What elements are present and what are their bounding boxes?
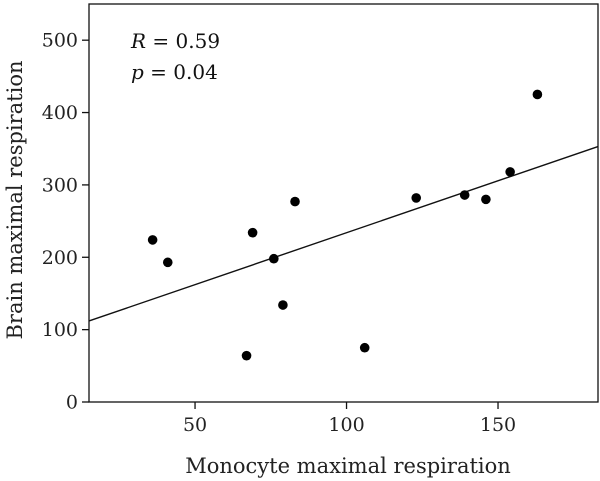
data-point	[411, 193, 421, 203]
data-point	[163, 258, 173, 268]
regression-line	[89, 147, 598, 321]
data-point	[248, 228, 258, 238]
x-axis-ticks: 50 100 150	[183, 402, 516, 436]
y-tick-label: 100	[42, 319, 78, 341]
data-points	[148, 90, 542, 361]
y-tick-label: 300	[42, 174, 78, 196]
data-point	[481, 195, 491, 205]
y-tick-label: 400	[42, 102, 78, 124]
annotation-r: R = 0.59	[130, 29, 220, 53]
data-point	[290, 197, 300, 207]
data-point	[533, 90, 543, 100]
data-point	[505, 167, 515, 177]
scatter-chart: 0 100 200 300 400 500 50 100 150 R = 0.59 p = 0…	[0, 0, 600, 481]
data-point	[460, 190, 470, 200]
y-axis-ticks: 0 100 200 300 400 500	[42, 30, 89, 414]
data-point	[148, 235, 158, 245]
data-point	[360, 343, 370, 353]
data-point	[242, 351, 252, 361]
data-point	[278, 300, 288, 310]
x-tick-label: 50	[183, 414, 207, 436]
y-tick-label: 200	[42, 247, 78, 269]
y-axis-title: Brain maximal respiration	[3, 60, 27, 339]
y-tick-label: 500	[42, 30, 78, 52]
x-tick-label: 100	[328, 414, 364, 436]
annotation-p: p = 0.04	[131, 60, 218, 84]
data-point	[269, 254, 279, 264]
y-tick-label: 0	[66, 392, 78, 414]
x-axis-title: Monocyte maximal respiration	[185, 454, 511, 478]
x-tick-label: 150	[480, 414, 516, 436]
